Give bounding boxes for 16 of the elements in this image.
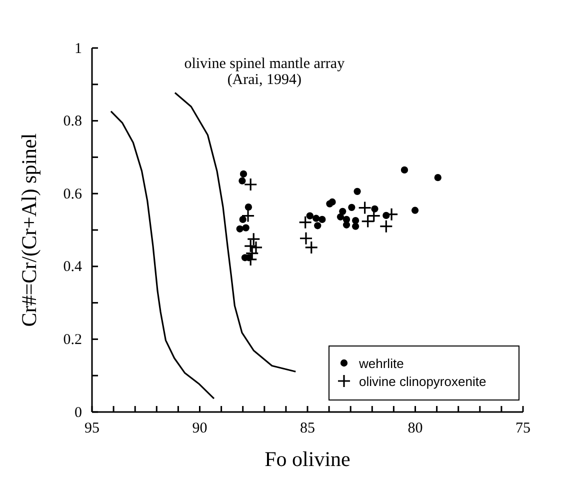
- y-tick-label: 0.6: [63, 186, 82, 202]
- y-tick-label: 0.2: [63, 332, 82, 348]
- x-tick-label: 95: [84, 420, 100, 437]
- y-tick-label: 0.4: [63, 259, 82, 276]
- y-tick-label: 1: [74, 40, 82, 57]
- x-tick-label: 75: [516, 420, 530, 437]
- y-tick-label: 0: [74, 404, 82, 421]
- annotation: olivine spinel mantle array (Arai, 1994): [184, 56, 346, 88]
- legend-label: olivine clinopyroxenite: [359, 374, 486, 389]
- y-tick-label: 0.8: [63, 114, 82, 130]
- legend-label: wehrlite: [358, 356, 404, 371]
- x-axis-title: Fo olivine: [264, 447, 350, 471]
- y-axis-title: Cr#=Cr/(Cr+Al) spinel: [17, 133, 41, 327]
- x-tick-label: 85: [300, 420, 315, 437]
- x-tick-label: 90: [192, 420, 208, 437]
- x-tick-label: 80: [408, 420, 423, 437]
